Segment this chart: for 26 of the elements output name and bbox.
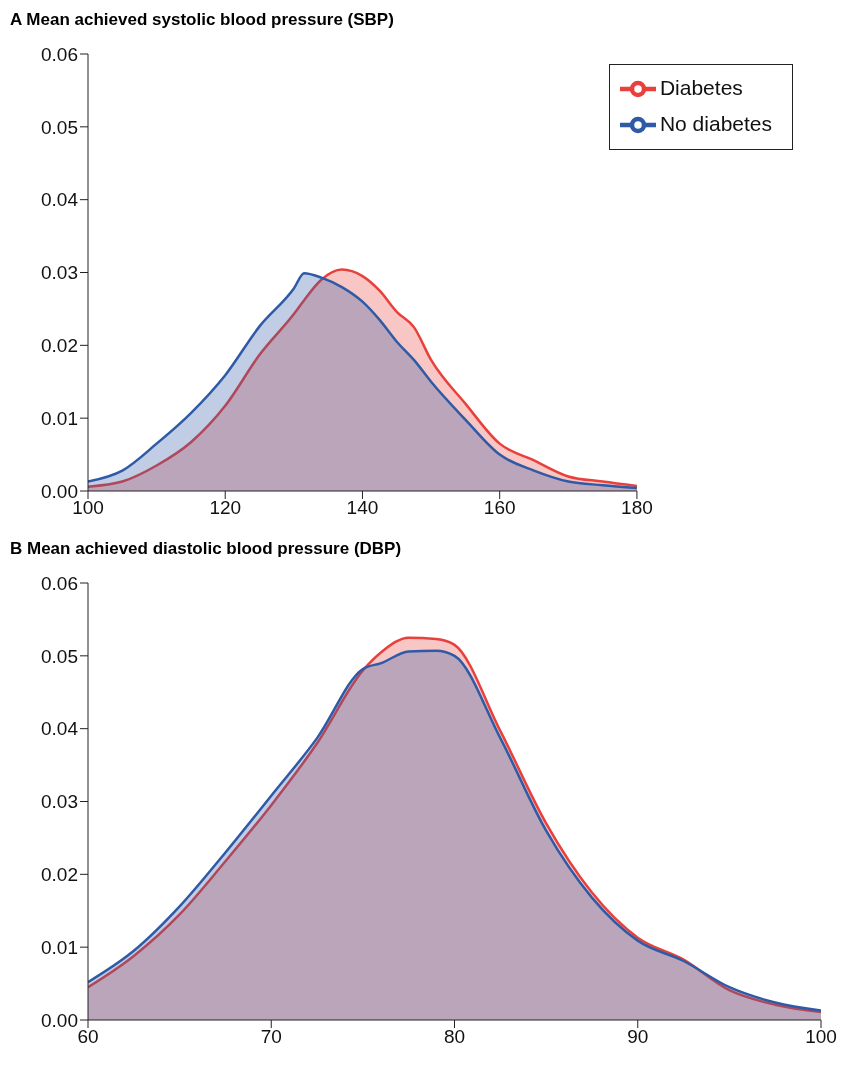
x-tick-label: 100: [805, 1026, 837, 1048]
x-tick-label: 80: [443, 1026, 466, 1048]
y-tick-label: 0.02: [41, 864, 78, 886]
x-tick-label: 70: [260, 1026, 282, 1048]
x-tick-label: 90: [627, 1026, 649, 1048]
x-tick-label: 120: [209, 497, 242, 519]
legend-label: No diabetes: [659, 111, 772, 135]
y-tick-label: 0.06: [41, 572, 78, 594]
y-tick-label: 0.02: [41, 335, 78, 357]
x-tick-label: 180: [621, 497, 653, 519]
chart-title: A Mean achieved systolic blood pressure (SBP): [9, 9, 395, 31]
y-tick-label: 0.03: [41, 262, 78, 284]
y-tick-label: 0.05: [41, 645, 78, 667]
x-tick-label: 140: [346, 497, 379, 519]
y-tick-label: 0.01: [41, 936, 78, 958]
y-tick-label: 0.00: [41, 1009, 78, 1031]
y-tick-label: 0.04: [41, 189, 79, 211]
y-tick-label: 0.05: [41, 116, 78, 138]
legend-label: Diabetes: [659, 75, 743, 99]
y-tick-label: 0.06: [41, 43, 78, 65]
x-tick-label: 60: [77, 1026, 99, 1048]
chart-title: B Mean achieved diastolic blood pressure (DBP): [9, 538, 403, 560]
y-tick-label: 0.04: [41, 718, 79, 740]
y-tick-label: 0.01: [41, 407, 78, 429]
x-tick-label: 160: [483, 497, 516, 519]
y-tick-label: 0.03: [41, 791, 78, 813]
